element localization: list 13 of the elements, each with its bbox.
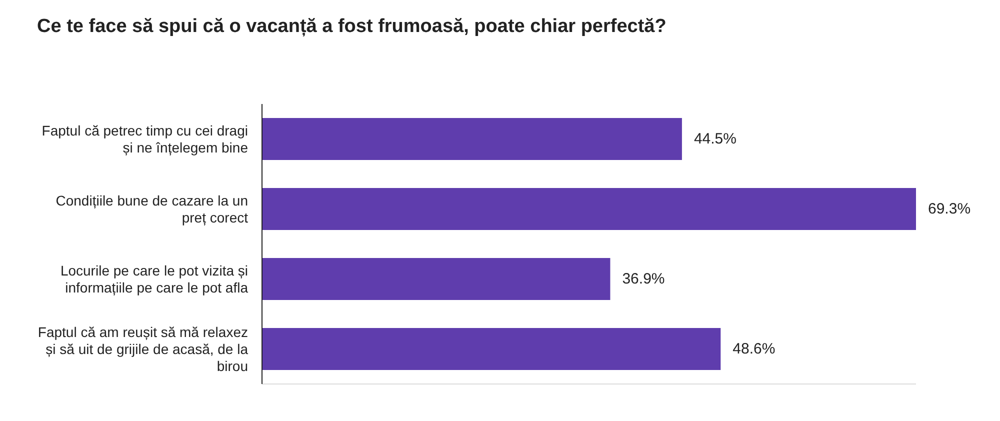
y-tick-label: Condițiile bune de cazare la un preț corect [56,192,248,226]
chart-title: Ce te face să spui că o vacanță a fost frumoasă, poate chiar perfectă? [37,16,666,38]
y-tick-label: Faptul că petrec timp cu cei dragi și ne înțelegem bine [42,122,248,156]
y-tick-label: Locurile pe care le pot vizita și informațiile pe care le pot afla [60,262,248,296]
data-label: 69.3% [928,200,971,218]
y-tick-label: Faptul că am reușit să mă relaxez și să uit de grijile de acasă, de la birou [38,324,248,374]
data-label: 48.6% [732,340,776,358]
bar [262,328,721,370]
bar [262,188,916,230]
bar [262,258,610,300]
data-label: 36.9% [622,270,665,288]
data-label: 44.5% [694,130,737,148]
bar [262,118,682,160]
